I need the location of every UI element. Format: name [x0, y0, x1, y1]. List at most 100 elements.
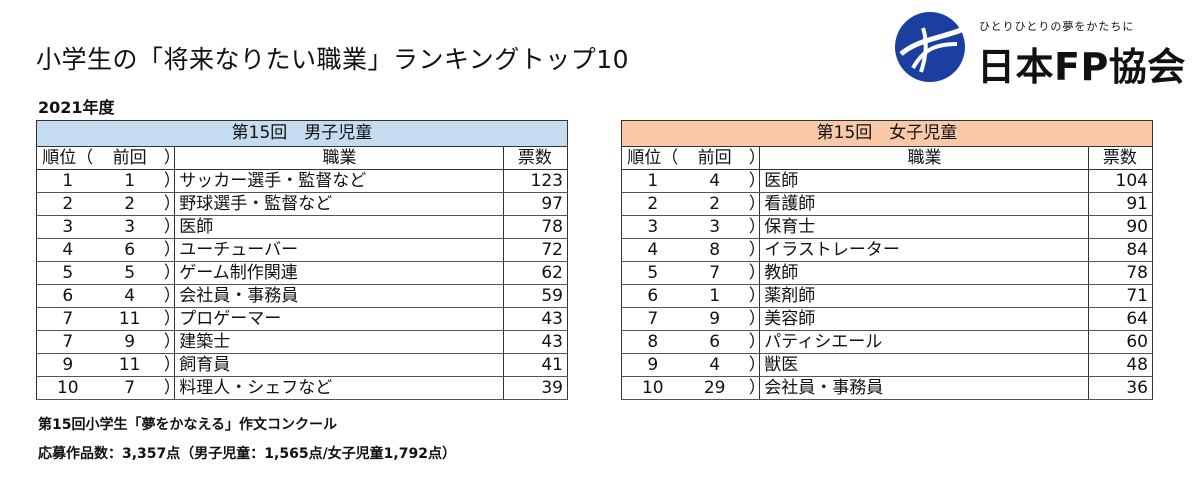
- occupation-cell: 会社員・事務員: [174, 284, 504, 308]
- bracket-close: ）: [745, 215, 766, 239]
- votes-header: 票数: [1087, 146, 1153, 170]
- table-row: 5 7）教師 78: [621, 261, 1153, 285]
- votes-cell: 48: [1087, 353, 1153, 377]
- previous-rank-cell: 11: [98, 353, 161, 377]
- rank-cell: 10: [621, 376, 684, 400]
- previous-rank-cell: 4: [98, 284, 161, 308]
- previous-rank-cell: 4: [683, 169, 746, 193]
- previous-rank-cell: 1: [683, 284, 746, 308]
- votes-cell: 39: [502, 376, 568, 400]
- rank-cell: 7: [36, 330, 99, 354]
- occupation-cell: 看護師: [759, 192, 1089, 216]
- occupation-cell: 教師: [759, 261, 1089, 285]
- table-row: 1 1）サッカー選手・監督など 123: [36, 169, 568, 193]
- rank-cell: 3: [36, 215, 99, 239]
- bracket-close: ）: [160, 238, 181, 262]
- rank-cell: 3: [621, 215, 684, 239]
- page-title: 小学生の「将来なりたい職業」ランキングトップ10: [36, 45, 630, 74]
- rank-cell: 9: [36, 353, 99, 377]
- votes-cell: 123: [502, 169, 568, 193]
- votes-cell: 97: [502, 192, 568, 216]
- rank-cell: 5: [36, 261, 99, 285]
- rank-cell: 5: [621, 261, 684, 285]
- votes-cell: 91: [1087, 192, 1153, 216]
- votes-cell: 43: [502, 307, 568, 331]
- occupation-cell: 医師: [759, 169, 1089, 193]
- occupation-cell: 料理人・シェフなど: [174, 376, 504, 400]
- table-row: 10 7）料理人・シェフなど 39: [36, 376, 568, 400]
- bracket-close: ）: [745, 353, 766, 377]
- previous-rank-cell: 6: [683, 330, 746, 354]
- table-row: 6 1）薬剤師 71: [621, 284, 1153, 308]
- previous-rank-cell: 3: [683, 215, 746, 239]
- rank-header: 順位（: [36, 146, 99, 170]
- previous-rank-cell: 5: [98, 261, 161, 285]
- jafp-logo-mark-icon: [895, 12, 965, 82]
- rank-cell: 4: [36, 238, 99, 262]
- rank-cell: 6: [36, 284, 99, 308]
- bracket-close: ）: [745, 376, 766, 400]
- rank-cell: 2: [621, 192, 684, 216]
- logo-name: 日本FP協会: [977, 45, 1186, 89]
- occupation-cell: 獣医: [759, 353, 1089, 377]
- table-row: 9 11）飼育員 41: [36, 353, 568, 377]
- logo-tagline: ひとりひとりの夢をかたちに: [979, 20, 1135, 33]
- contest-footnote: 第15回小学生「夢をかなえる」作文コンクール: [38, 417, 338, 433]
- previous-rank-header: 前回: [98, 146, 161, 170]
- previous-rank-cell: 2: [683, 192, 746, 216]
- previous-rank-cell: 29: [683, 376, 746, 400]
- rank-header: 順位（: [621, 146, 684, 170]
- previous-rank-cell: 1: [98, 169, 161, 193]
- table-row: 8 6）パティシエール 60: [621, 330, 1153, 354]
- girls-ranking-table: 第15回 女子児童 順位（ 前回 ） 職業 票数 1 4）医師 104 2 2）看護師 9…: [621, 120, 1153, 400]
- table-row: 9 4）獣医 48: [621, 353, 1153, 377]
- table-row: 1 4）医師 104: [621, 169, 1153, 193]
- previous-rank-cell: 9: [98, 330, 161, 354]
- previous-rank-cell: 9: [683, 307, 746, 331]
- occupation-cell: 野球選手・監督など: [174, 192, 504, 216]
- votes-cell: 104: [1087, 169, 1153, 193]
- votes-cell: 64: [1087, 307, 1153, 331]
- table-row: 7 9）美容師 64: [621, 307, 1153, 331]
- table-row: 4 8）イラストレーター 84: [621, 238, 1153, 262]
- girls-table-heading: 第15回 女子児童: [621, 120, 1153, 147]
- bracket-close: ）: [745, 261, 766, 285]
- occupation-cell: 建築士: [174, 330, 504, 354]
- bracket-close: ）: [160, 376, 181, 400]
- table-row: 7 9）建築士 43: [36, 330, 568, 354]
- votes-cell: 59: [502, 284, 568, 308]
- occupation-cell: 薬剤師: [759, 284, 1089, 308]
- occupation-cell: サッカー選手・監督など: [174, 169, 504, 193]
- girls-header-row: 順位（ 前回 ） 職業 票数: [621, 146, 1153, 170]
- bracket-close: ）: [745, 146, 766, 170]
- rank-cell: 8: [621, 330, 684, 354]
- bracket-close: ）: [160, 169, 181, 193]
- boys-ranking-table: 第15回 男子児童 順位（ 前回 ） 職業 票数 1 1）サッカー選手・監督など 1…: [36, 120, 568, 400]
- bracket-close: ）: [745, 238, 766, 262]
- bracket-close: ）: [745, 169, 766, 193]
- previous-rank-cell: 7: [98, 376, 161, 400]
- occupation-cell: プロゲーマー: [174, 307, 504, 331]
- table-row: 10 29）会社員・事務員 36: [621, 376, 1153, 400]
- previous-rank-cell: 11: [98, 307, 161, 331]
- bracket-close: ）: [745, 284, 766, 308]
- rank-cell: 6: [621, 284, 684, 308]
- table-row: 3 3）保育士 90: [621, 215, 1153, 239]
- boys-table-heading: 第15回 男子児童: [36, 120, 568, 147]
- table-row: 7 11）プロゲーマー 43: [36, 307, 568, 331]
- table-row: 2 2）看護師 91: [621, 192, 1153, 216]
- rank-cell: 4: [621, 238, 684, 262]
- table-row: 5 5）ゲーム制作関連 62: [36, 261, 568, 285]
- votes-cell: 43: [502, 330, 568, 354]
- bracket-close: ）: [160, 192, 181, 216]
- jafp-logo: ひとりひとりの夢をかたちに 日本FP協会: [893, 8, 1186, 89]
- previous-rank-cell: 2: [98, 192, 161, 216]
- bracket-close: ）: [160, 261, 181, 285]
- votes-cell: 62: [502, 261, 568, 285]
- previous-rank-cell: 3: [98, 215, 161, 239]
- bracket-close: ）: [160, 353, 181, 377]
- previous-rank-cell: 4: [683, 353, 746, 377]
- occupation-header: 職業: [759, 146, 1089, 170]
- fiscal-year-label: 2021年度: [38, 98, 115, 117]
- boys-header-row: 順位（ 前回 ） 職業 票数: [36, 146, 568, 170]
